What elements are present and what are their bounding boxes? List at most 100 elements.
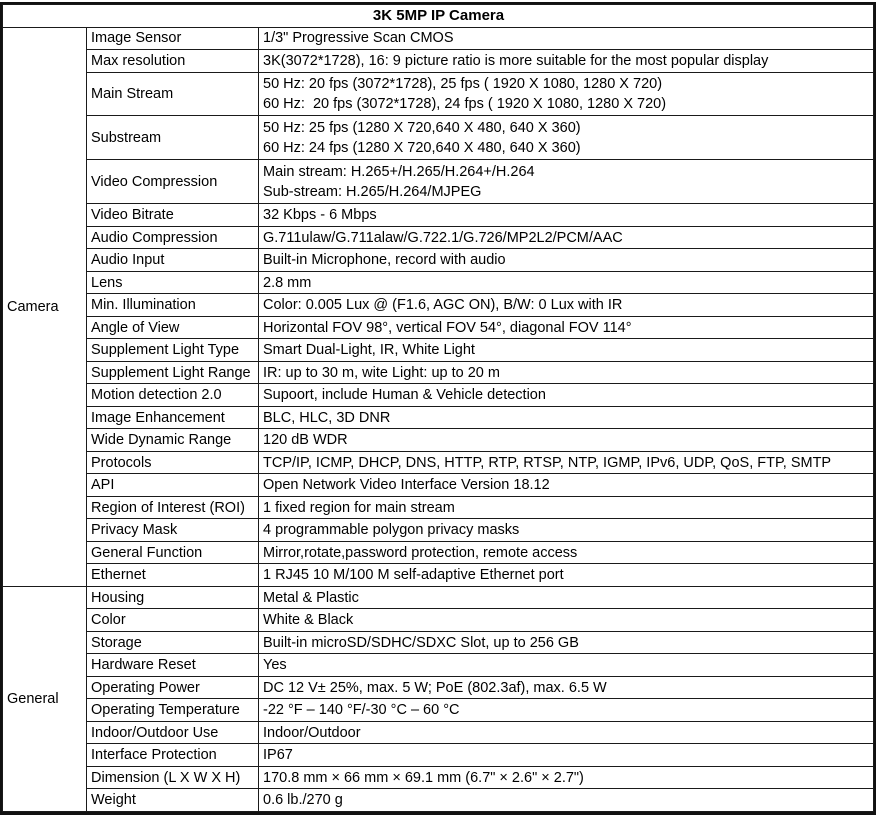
spec-label: Motion detection 2.0 bbox=[86, 383, 259, 407]
spec-label: Min. Illumination bbox=[86, 293, 259, 317]
table-row: Motion detection 2.0 Supoort, include Hu… bbox=[3, 383, 874, 407]
spec-value: Horizontal FOV 98°, vertical FOV 54°, di… bbox=[258, 315, 874, 340]
spec-value: 3K(3072*1728), 16: 9 picture ratio is mo… bbox=[258, 49, 874, 73]
spec-label: Audio Compression bbox=[86, 225, 259, 250]
spec-value: 120 dB WDR bbox=[258, 428, 874, 452]
spec-value: Color: 0.005 Lux @ (F1.6, AGC ON), B/W: … bbox=[258, 293, 874, 317]
section-label-camera: Camera bbox=[2, 26, 87, 587]
spec-value: Metal & Plastic bbox=[258, 585, 874, 610]
table-row: API Open Network Video Interface Version… bbox=[3, 473, 874, 497]
spec-label: API bbox=[86, 473, 259, 497]
spec-label: Wide Dynamic Range bbox=[86, 428, 259, 452]
spec-value: 50 Hz: 20 fps (3072*1728), 25 fps ( 1920… bbox=[258, 71, 874, 117]
spec-label: Interface Protection bbox=[86, 743, 259, 767]
spec-label: Supplement Light Range bbox=[86, 360, 259, 385]
spec-label: Weight bbox=[86, 788, 259, 812]
spec-label: Storage bbox=[86, 630, 259, 655]
spec-value: Main stream: H.265+/H.265/H.264+/H.264 S… bbox=[258, 159, 874, 205]
table-row: General Housing Metal & Plastic bbox=[2, 585, 874, 813]
spec-label: Ethernet bbox=[86, 563, 259, 587]
spec-value: Open Network Video Interface Version 18.… bbox=[258, 473, 874, 497]
table-row: Dimension (L X W X H) 170.8 mm × 66 mm ×… bbox=[3, 765, 874, 790]
spec-table: 3K 5MP IP Camera Camera Image Sensor 1/3… bbox=[2, 4, 874, 813]
spec-value: Built-in microSD/SDHC/SDXC Slot, up to 2… bbox=[258, 630, 874, 655]
spec-value: Indoor/Outdoor bbox=[258, 720, 874, 745]
spec-value: Mirror,rotate,password protection, remot… bbox=[258, 540, 874, 565]
spec-label: Video Bitrate bbox=[86, 203, 259, 227]
table-row: Camera Image Sensor 1/3" Progressive Sca… bbox=[2, 26, 874, 587]
spec-label: Video Compression bbox=[86, 159, 259, 205]
spec-value: -22 °F – 140 °F/-30 °C – 60 °C bbox=[258, 698, 874, 722]
table-row: Substream 50 Hz: 25 fps (1280 X 720,640 … bbox=[3, 115, 874, 161]
spec-value: IP67 bbox=[258, 743, 874, 767]
table-row: Hardware Reset Yes bbox=[3, 653, 874, 677]
spec-value: BLC, HLC, 3D DNR bbox=[258, 405, 874, 430]
spec-value: 0.6 lb./270 g bbox=[258, 788, 874, 812]
spec-label: Operating Power bbox=[86, 675, 259, 700]
spec-label: Protocols bbox=[86, 450, 259, 475]
table-row: Supplement Light Range IR: up to 30 m, w… bbox=[3, 360, 874, 385]
table-row: Region of Interest (ROI) 1 fixed region … bbox=[3, 495, 874, 520]
spec-value: 2.8 mm bbox=[258, 270, 874, 295]
title-row: 3K 5MP IP Camera bbox=[2, 4, 874, 28]
table-row: Privacy Mask 4 programmable polygon priv… bbox=[3, 518, 874, 542]
page-title: 3K 5MP IP Camera bbox=[2, 4, 874, 28]
table-row: Weight 0.6 lb./270 g bbox=[3, 788, 874, 812]
table-row: Max resolution 3K(3072*1728), 16: 9 pict… bbox=[3, 49, 874, 73]
spec-value: G.711ulaw/G.711alaw/G.722.1/G.726/MP2L2/… bbox=[258, 225, 874, 250]
spec-value: TCP/IP, ICMP, DHCP, DNS, HTTP, RTP, RTSP… bbox=[258, 450, 874, 475]
table-row: Operating Temperature -22 °F – 140 °F/-3… bbox=[3, 698, 874, 722]
spec-label: Indoor/Outdoor Use bbox=[86, 720, 259, 745]
table-row: Ethernet 1 RJ45 10 M/100 M self-adaptive… bbox=[3, 563, 874, 587]
spec-value: 1 RJ45 10 M/100 M self-adaptive Ethernet… bbox=[258, 563, 874, 587]
table-row: Video Bitrate 32 Kbps - 6 Mbps bbox=[3, 203, 874, 227]
spec-label: Max resolution bbox=[86, 49, 259, 73]
table-row: Protocols TCP/IP, ICMP, DHCP, DNS, HTTP,… bbox=[3, 450, 874, 475]
spec-label: Image Sensor bbox=[86, 26, 259, 50]
spec-value: 1/3" Progressive Scan CMOS bbox=[258, 26, 874, 50]
spec-value: 4 programmable polygon privacy masks bbox=[258, 518, 874, 542]
spec-label: Angle of View bbox=[86, 315, 259, 340]
spec-label: General Function bbox=[86, 540, 259, 565]
table-row: Angle of View Horizontal FOV 98°, vertic… bbox=[3, 315, 874, 340]
spec-label: Lens bbox=[86, 270, 259, 295]
spec-label: Privacy Mask bbox=[86, 518, 259, 542]
spec-value: White & Black bbox=[258, 608, 874, 632]
table-row: Operating Power DC 12 V± 25%, max. 5 W; … bbox=[3, 675, 874, 700]
spec-value: Yes bbox=[258, 653, 874, 677]
spec-label: Main Stream bbox=[86, 71, 259, 117]
spec-label: Dimension (L X W X H) bbox=[86, 765, 259, 790]
table-row: Image Enhancement BLC, HLC, 3D DNR bbox=[3, 405, 874, 430]
table-row: Lens 2.8 mm bbox=[3, 270, 874, 295]
spec-value: IR: up to 30 m, wite Light: up to 20 m bbox=[258, 360, 874, 385]
spec-value: Smart Dual-Light, IR, White Light bbox=[258, 338, 874, 362]
spec-value: Supoort, include Human & Vehicle detecti… bbox=[258, 383, 874, 407]
spec-value: 50 Hz: 25 fps (1280 X 720,640 X 480, 640… bbox=[258, 115, 874, 161]
table-row: General Function Mirror,rotate,password … bbox=[3, 540, 874, 565]
spec-label: Audio Input bbox=[86, 248, 259, 272]
spec-label: Substream bbox=[86, 115, 259, 161]
table-row: Audio Compression G.711ulaw/G.711alaw/G.… bbox=[3, 225, 874, 250]
section-label-general: General bbox=[2, 585, 87, 813]
table-row: Audio Input Built-in Microphone, record … bbox=[3, 248, 874, 272]
spec-value: 32 Kbps - 6 Mbps bbox=[258, 203, 874, 227]
table-row: Supplement Light Type Smart Dual-Light, … bbox=[3, 338, 874, 362]
spec-value: 1 fixed region for main stream bbox=[258, 495, 874, 520]
table-row: Interface Protection IP67 bbox=[3, 743, 874, 767]
spec-value: DC 12 V± 25%, max. 5 W; PoE (802.3af), m… bbox=[258, 675, 874, 700]
spec-label: Image Enhancement bbox=[86, 405, 259, 430]
spec-label: Hardware Reset bbox=[86, 653, 259, 677]
table-row: Video Compression Main stream: H.265+/H.… bbox=[3, 159, 874, 205]
spec-label: Housing bbox=[86, 585, 259, 610]
table-row: Color White & Black bbox=[3, 608, 874, 632]
spec-value: 170.8 mm × 66 mm × 69.1 mm (6.7" × 2.6" … bbox=[258, 765, 874, 790]
spec-label: Supplement Light Type bbox=[86, 338, 259, 362]
table-row: Main Stream 50 Hz: 20 fps (3072*1728), 2… bbox=[3, 71, 874, 117]
spec-label: Operating Temperature bbox=[86, 698, 259, 722]
table-row: Indoor/Outdoor Use Indoor/Outdoor bbox=[3, 720, 874, 745]
spec-label: Region of Interest (ROI) bbox=[86, 495, 259, 520]
table-row: Min. Illumination Color: 0.005 Lux @ (F1… bbox=[3, 293, 874, 317]
spec-label: Color bbox=[86, 608, 259, 632]
